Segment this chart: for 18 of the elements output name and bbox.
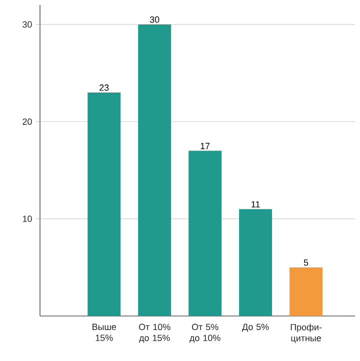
data-label: 23 (100, 84, 109, 91)
x-tick-label: Выше 15% (92, 324, 116, 341)
y-tick-label: 10 (22, 216, 32, 222)
bar (239, 209, 272, 316)
x-tick-label: До 5% (242, 324, 269, 332)
y-tick-label: 20 (22, 118, 32, 125)
data-label: 17 (200, 142, 210, 150)
data-label: 11 (252, 201, 260, 208)
x-tick-label: Профи-цитные (290, 324, 322, 344)
data-label: 30 (150, 16, 160, 23)
bar (88, 92, 121, 316)
bar (290, 267, 323, 316)
x-tick-label: От 10% до 15% (139, 324, 170, 343)
data-label: 5 (304, 259, 308, 266)
x-tick-label: От 5% до 10% (190, 324, 220, 343)
bar (138, 24, 172, 316)
y-tick-label: 30 (22, 21, 32, 28)
bar (188, 150, 222, 316)
